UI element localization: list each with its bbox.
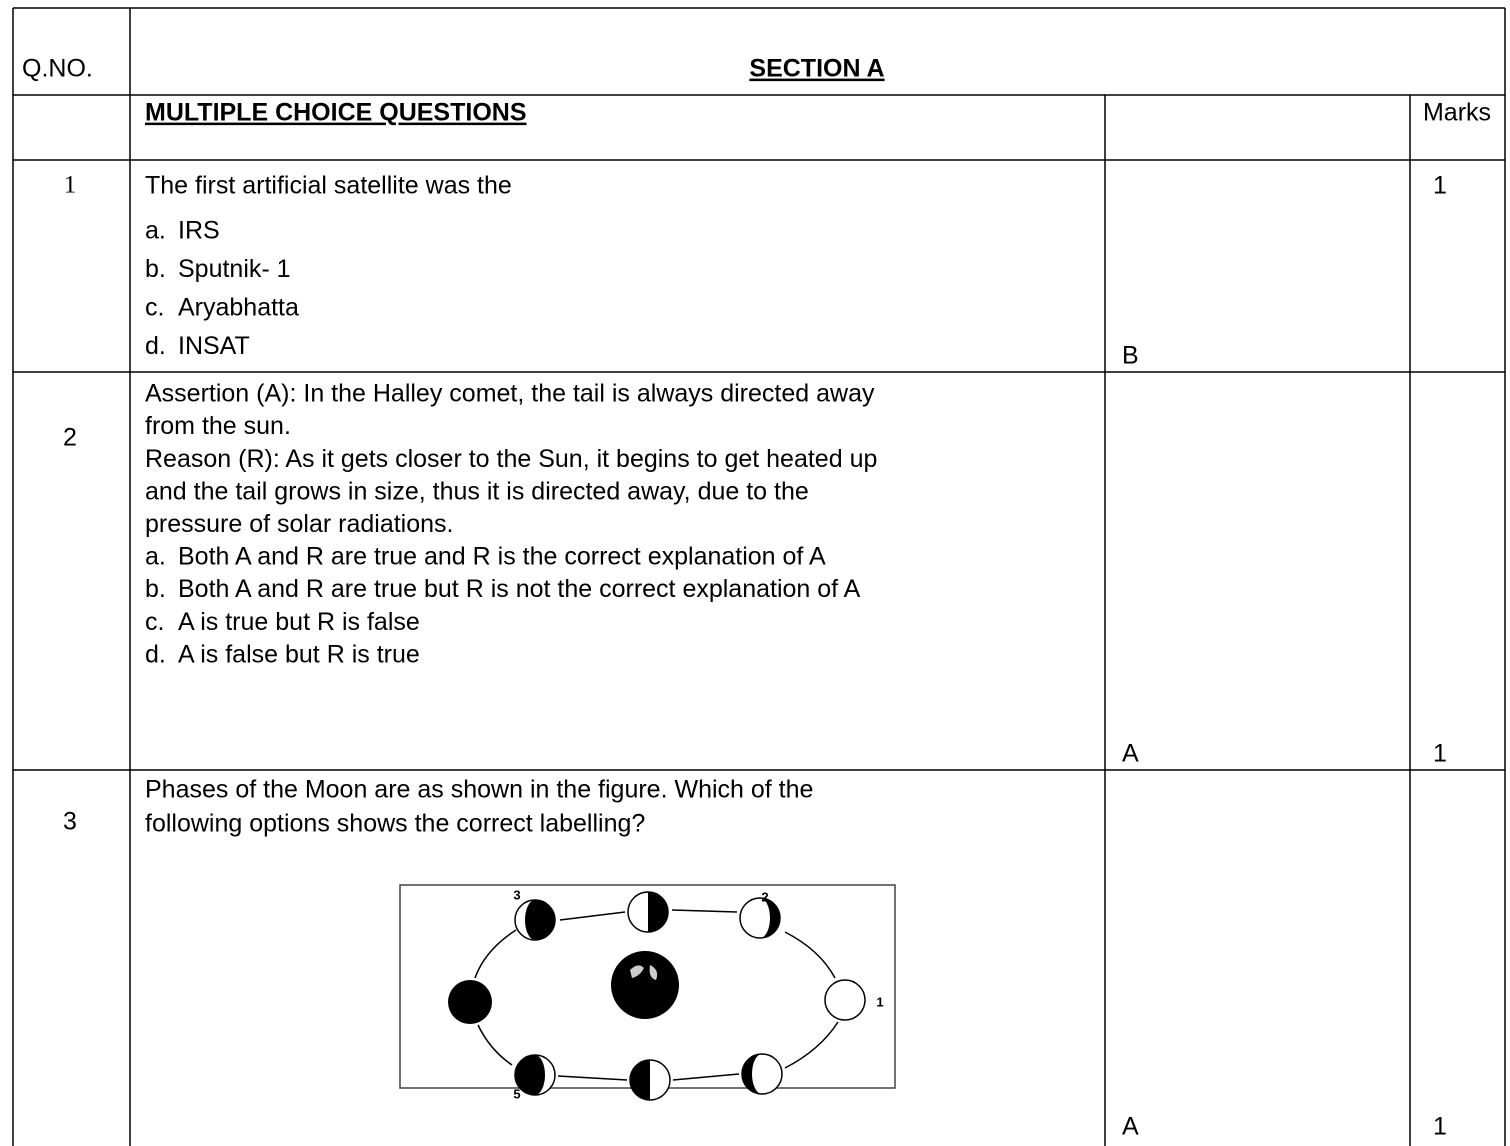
question-text: and the tail grows in size, thus it is d… [145,477,809,505]
mcq-heading: MULTIPLE CHOICE QUESTIONS [145,99,527,127]
question-text: Phases of the Moon are as shown in the f… [145,776,813,804]
option-label: d. [145,332,166,360]
figure-label: 2 [761,889,768,904]
option-label: b. [145,255,166,283]
answer: A [1122,740,1139,768]
figure-label: 1 [876,994,883,1009]
option-text: Both A and R are true but R is not the c… [178,575,861,603]
question-number: 3 [63,808,77,836]
option-text: A is true but R is false [178,608,420,636]
marks: 1 [1433,1113,1447,1141]
qno-header: Q.NO. [22,55,93,83]
option-text: Aryabhatta [178,294,299,322]
option-text: Both A and R are true and R is the corre… [178,543,826,571]
option-label: c. [145,608,164,636]
option-text: IRS [178,217,220,245]
option-text: A is false but R is true [178,640,420,668]
marks: 1 [1433,172,1447,200]
section-title: SECTION A [749,55,884,83]
marks: 1 [1433,740,1447,768]
option-text: INSAT [178,332,250,360]
question-number: 2 [63,424,77,452]
option-label: a. [145,543,166,571]
option-label: a. [145,217,166,245]
question-text: pressure of solar radiations. [145,510,453,538]
figure-label: 4 [448,994,456,1009]
question-text: following options shows the correct labe… [145,810,645,838]
option-label: c. [145,294,164,322]
option-text: Sputnik- 1 [178,255,291,283]
option-label: d. [145,640,166,668]
question-number: 1 [64,172,77,199]
question-text: The first artificial satellite was the [145,172,512,200]
marks-header: Marks [1423,99,1491,127]
figure-label: 3 [513,887,520,902]
question-text: from the sun. [145,412,291,440]
figure-label: 5 [513,1086,520,1101]
answer: B [1122,342,1139,370]
moon-phases-figure: 1 2 3 4 5 [399,884,896,1101]
table-borders [12,7,1506,1146]
option-label: b. [145,575,166,603]
answer: A [1122,1113,1139,1141]
question-text: Assertion (A): In the Halley comet, the … [145,380,875,408]
question-text: Reason (R): As it gets closer to the Sun… [145,445,877,473]
